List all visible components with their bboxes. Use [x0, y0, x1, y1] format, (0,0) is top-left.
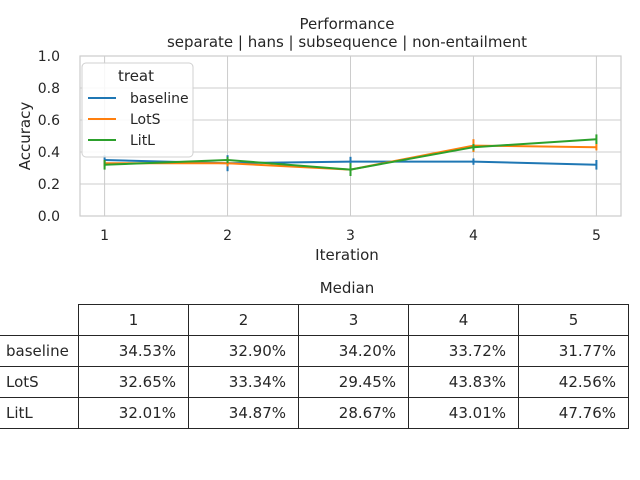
table-cell: 31.77%	[518, 335, 629, 367]
table-cell: 28.67%	[298, 397, 409, 429]
row-header: baseline	[0, 335, 79, 367]
column-header: 2	[188, 304, 299, 336]
table-cell: 33.34%	[188, 366, 299, 398]
legend-label: LotS	[130, 112, 161, 128]
table-corner-cell	[0, 304, 79, 336]
plot-frame	[79, 55, 622, 217]
chart-subtitle: separate | hans | subsequence | non-enta…	[167, 33, 527, 51]
chart-title: Performance	[299, 15, 394, 33]
x-tick-label: 5	[592, 228, 601, 244]
table-row: LotS 32.65% 33.34% 29.45% 43.83% 42.56%	[0, 366, 629, 398]
row-header: LotS	[0, 366, 79, 398]
legend-box	[81, 62, 194, 158]
x-tick-label: 4	[469, 228, 478, 244]
table-cell: 34.53%	[78, 335, 189, 367]
y-tick-label: 0.6	[38, 113, 60, 129]
table-cell: 32.65%	[78, 366, 189, 398]
column-header: 4	[408, 304, 519, 336]
y-tick-label: 0.8	[38, 81, 60, 97]
table-cell: 32.01%	[78, 397, 189, 429]
x-tick-label: 2	[223, 228, 232, 244]
legend-label: LitL	[130, 133, 155, 149]
y-tick-label: 0.0	[38, 209, 60, 225]
table-cell: 47.76%	[518, 397, 629, 429]
table-cell: 34.87%	[188, 397, 299, 429]
median-table: 1 2 3 4 5 baseline 34.53% 32.90% 34.20% …	[0, 304, 629, 429]
legend: treat baseline LotS LitL	[81, 62, 194, 158]
column-header: 5	[518, 304, 629, 336]
x-tick-label: 1	[100, 228, 109, 244]
y-tick-label: 0.2	[38, 177, 60, 193]
x-axis-label: Iteration	[315, 246, 379, 264]
table-cell: 42.56%	[518, 366, 629, 398]
column-header: 3	[298, 304, 409, 336]
data-series	[103, 134, 598, 176]
table-cell: 43.01%	[408, 397, 519, 429]
column-header: 1	[78, 304, 189, 336]
legend-title: treat	[118, 67, 154, 85]
table-cell: 33.72%	[408, 335, 519, 367]
table-title: Median	[319, 279, 375, 297]
performance-chart: Performance separate | hans | subsequenc…	[16, 15, 622, 264]
x-tick-label: 3	[346, 228, 355, 244]
table-row: LitL 32.01% 34.87% 28.67% 43.01% 47.76%	[0, 397, 629, 429]
table-cell: 43.83%	[408, 366, 519, 398]
y-tick-label: 0.4	[38, 145, 60, 161]
table-cell: 32.90%	[188, 335, 299, 367]
row-header: LitL	[0, 397, 79, 429]
legend-label: baseline	[130, 91, 189, 107]
y-axis-label: Accuracy	[16, 102, 34, 171]
table-cell: 29.45%	[298, 366, 409, 398]
axis-ticks: 0.0 0.2 0.4 0.6 0.8 1.0 1 2 3 4 5	[38, 49, 601, 244]
y-tick-label: 1.0	[38, 49, 60, 65]
table-cell: 34.20%	[298, 335, 409, 367]
table-row: baseline 34.53% 32.90% 34.20% 33.72% 31.…	[0, 335, 629, 367]
table-header-row: 1 2 3 4 5	[0, 304, 629, 336]
